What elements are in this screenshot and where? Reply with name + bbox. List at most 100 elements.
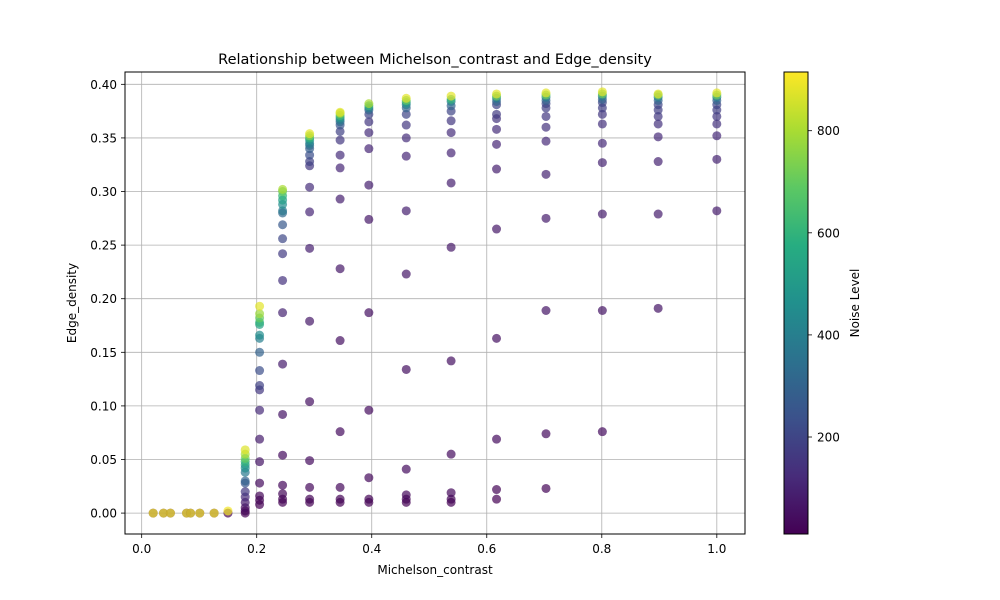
data-point: [364, 180, 374, 190]
data-point: [446, 242, 456, 252]
data-point: [305, 157, 315, 167]
data-point: [492, 124, 502, 134]
data-point: [278, 409, 288, 419]
data-point: [335, 126, 345, 136]
data-point: [240, 445, 250, 455]
data-point: [401, 93, 411, 103]
data-point: [653, 303, 663, 313]
y-tick-label: 0.05: [90, 453, 117, 467]
chart-title: Relationship between Michelson_contrast …: [218, 52, 652, 68]
data-point: [335, 494, 345, 504]
data-point: [255, 434, 265, 444]
data-point: [364, 405, 374, 415]
x-axis-label: Michelson_contrast: [377, 563, 493, 577]
data-point: [335, 336, 345, 346]
y-tick-label: 0.10: [90, 399, 117, 413]
data-point: [401, 490, 411, 500]
data-point: [597, 119, 607, 129]
data-point: [278, 480, 288, 490]
y-tick-label: 0.35: [90, 131, 117, 145]
plot-frame: [124, 71, 746, 535]
data-point: [541, 169, 551, 179]
x-tick-label: 0.4: [362, 542, 381, 556]
data-point: [541, 122, 551, 132]
data-point: [240, 487, 250, 497]
x-tick-label: 0.8: [592, 542, 611, 556]
y-axis-ticks: 0.00 0.05 0.10 0.15 0.20 0.25 0.30 0.35 0.40: [90, 78, 125, 521]
y-tick-label: 0.40: [90, 78, 117, 92]
data-point: [541, 213, 551, 223]
data-point: [401, 206, 411, 216]
data-point: [597, 87, 607, 97]
data-point: [597, 158, 607, 168]
data-point: [305, 456, 315, 466]
data-point: [305, 482, 315, 492]
data-point: [653, 132, 663, 142]
data-point: [364, 128, 374, 138]
data-point: [597, 109, 607, 119]
data-point: [305, 316, 315, 326]
data-point: [278, 275, 288, 285]
data-point: [278, 184, 288, 194]
data-point: [255, 405, 265, 415]
data-point: [653, 111, 663, 121]
data-point: [492, 333, 502, 343]
data-point: [653, 119, 663, 129]
data-point: [209, 508, 219, 518]
data-point: [255, 366, 265, 376]
data-point: [335, 264, 345, 274]
data-point: [255, 478, 265, 488]
data-point: [335, 107, 345, 117]
data-point: [335, 163, 345, 173]
data-point: [364, 494, 374, 504]
data-point: [492, 139, 502, 149]
data-point: [240, 476, 250, 486]
data-point: [446, 91, 456, 101]
data-point: [492, 224, 502, 234]
data-point: [446, 494, 456, 504]
data-point: [446, 148, 456, 158]
y-tick-label: 0.00: [90, 507, 117, 521]
data-point: [712, 111, 722, 121]
data-point: [159, 508, 169, 518]
data-point: [195, 508, 205, 518]
data-point: [712, 131, 722, 141]
data-point: [364, 99, 374, 109]
data-point: [186, 508, 196, 518]
data-point: [278, 308, 288, 318]
y-axis-label: Edge_density: [65, 263, 79, 343]
data-point: [305, 129, 315, 139]
data-point: [278, 249, 288, 259]
colorbar-tick-label: 200: [817, 431, 840, 445]
data-point: [364, 214, 374, 224]
colorbar-tick-label: 400: [817, 328, 840, 342]
data-point: [255, 381, 265, 391]
data-point: [492, 485, 502, 495]
data-point: [401, 120, 411, 130]
data-point: [492, 434, 502, 444]
data-point: [255, 330, 265, 340]
data-point: [401, 364, 411, 374]
data-point: [597, 427, 607, 437]
colorbar: [783, 71, 809, 535]
data-point: [712, 88, 722, 98]
data-point: [255, 491, 265, 501]
data-point: [401, 151, 411, 161]
data-point: [597, 138, 607, 148]
data-point: [492, 164, 502, 174]
data-point: [255, 301, 265, 311]
data-point: [335, 427, 345, 437]
data-point: [364, 473, 374, 483]
data-point: [401, 109, 411, 119]
data-point: [223, 506, 233, 516]
data-point: [305, 243, 315, 253]
data-point: [492, 109, 502, 119]
data-point: [278, 489, 288, 499]
data-point: [335, 482, 345, 492]
x-tick-label: 0.2: [247, 542, 266, 556]
data-points: [148, 87, 722, 518]
data-point: [364, 144, 374, 154]
y-tick-label: 0.20: [90, 292, 117, 306]
x-tick-label: 0.6: [477, 542, 496, 556]
